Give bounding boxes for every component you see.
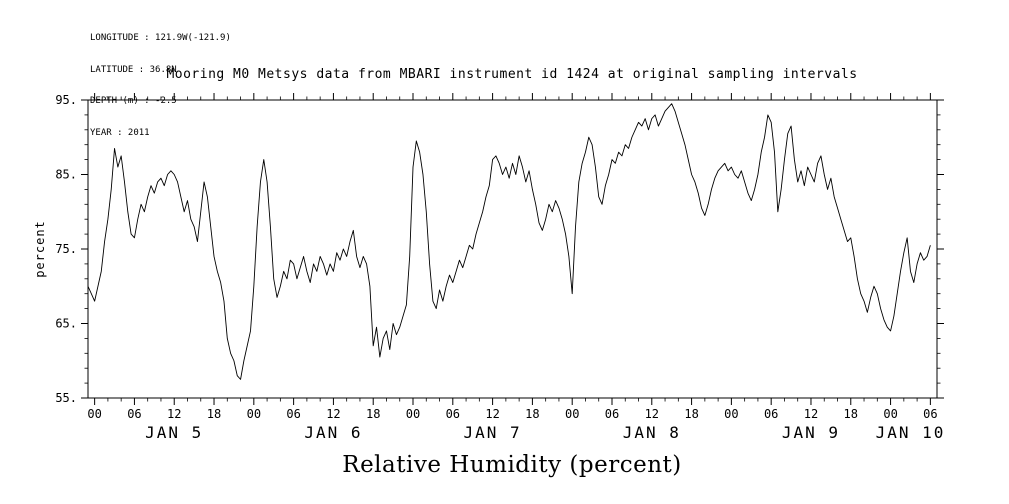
x-axis-tick-label: 18 (844, 407, 858, 421)
x-axis-tick-label: 18 (525, 407, 539, 421)
x-axis-tick-label: 18 (366, 407, 380, 421)
y-axis-tick-label: 55. (55, 391, 77, 405)
meta-longitude: LONGITUDE : 121.9W(-121.9) (90, 33, 231, 43)
x-axis-tick-label: 00 (406, 407, 420, 421)
x-axis-tick-label: 00 (247, 407, 261, 421)
y-axis-tick-label: 95. (55, 93, 77, 107)
x-axis-tick-label: 00 (87, 407, 101, 421)
x-axis-tick-label: 06 (286, 407, 300, 421)
x-axis-tick-label: 00 (565, 407, 579, 421)
plot-frame (87, 99, 938, 399)
x-axis-tick-label: 00 (724, 407, 738, 421)
x-axis-tick-label: 18 (207, 407, 221, 421)
meta-year: YEAR : 2011 (90, 127, 150, 138)
meta-latitude: LATITUDE : 36.8N (90, 64, 177, 75)
x-axis-tick-label: 12 (645, 407, 659, 421)
x-axis-tick-label: 12 (326, 407, 340, 421)
x-axis-tick-label: 06 (764, 407, 778, 421)
humidity-data-line (87, 103, 931, 380)
x-axis-tick-label: 06 (446, 407, 460, 421)
day-label: JAN 8 (623, 423, 681, 442)
x-axis-title: Relative Humidity (percent) (342, 452, 682, 478)
x-axis-tick-label: 06 (923, 407, 937, 421)
y-axis-tick-label: 85. (55, 168, 77, 182)
x-axis-tick-label: 18 (684, 407, 698, 421)
x-axis-tick-label: 06 (127, 407, 141, 421)
x-axis-tick-label: 00 (883, 407, 897, 421)
day-label: JAN 10 (876, 423, 946, 442)
metadata-block: LONGITUDE : 121.9W(-121.9) LATITUDE : 36… (90, 12, 231, 159)
y-axis-tick-label: 65. (55, 317, 77, 331)
x-axis-tick-label: 12 (485, 407, 499, 421)
x-axis-tick-label: 12 (167, 407, 181, 421)
day-label: JAN 7 (464, 423, 522, 442)
day-label: JAN 6 (304, 423, 362, 442)
day-label: JAN 5 (145, 423, 203, 442)
y-axis-tick-label: 75. (55, 242, 77, 256)
x-axis-tick-label: 06 (605, 407, 619, 421)
x-axis-tick-label: 12 (804, 407, 818, 421)
day-label: JAN 9 (782, 423, 840, 442)
meta-depth: DEPTH (m) : -2.5 (90, 96, 177, 106)
plot-title: Mooring M0 Metsys data from MBARI instru… (166, 67, 858, 82)
